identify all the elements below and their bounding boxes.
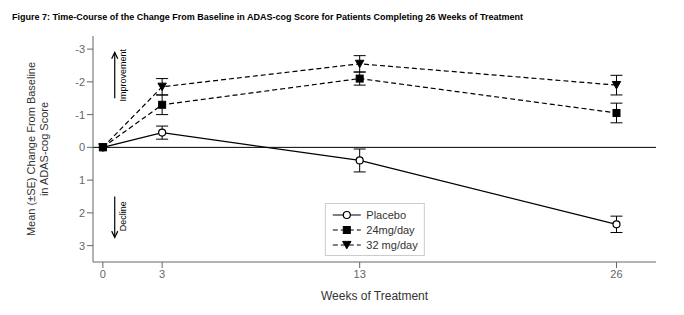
svg-text:0: 0 — [79, 141, 85, 153]
html-text:32 mg/day: 32 mg/day — [366, 238, 418, 251]
svg-text:-3: -3 — [75, 43, 85, 55]
html-text:Figure 7: Time-Course of the C: Figure 7: Time-Course of the Change From… — [12, 12, 523, 22]
svg-text:3: 3 — [159, 268, 165, 280]
html-text:in ADAS-cog Score: in ADAS-cog Score — [38, 101, 50, 197]
html-text:24mg/day: 24mg/day — [366, 223, 415, 236]
svg-text:-2: -2 — [75, 76, 85, 88]
html-text:Mean (±SE) Change From Baselin: Mean (±SE) Change From Baseline — [25, 61, 37, 237]
svg-text:1: 1 — [79, 174, 85, 186]
svg-text:2: 2 — [79, 207, 85, 219]
svg-text:Decline: Decline — [118, 201, 128, 231]
svg-text:26: 26 — [610, 268, 622, 280]
svg-text:Improvement: Improvement — [118, 49, 128, 102]
html-text:Placebo: Placebo — [366, 208, 407, 221]
svg-text:-1: -1 — [75, 109, 85, 121]
svg-text:Weeks of Treatment: Weeks of Treatment — [321, 289, 429, 303]
svg-text:0: 0 — [100, 268, 106, 280]
svg-text:3: 3 — [79, 240, 85, 252]
svg-text:13: 13 — [354, 268, 366, 280]
